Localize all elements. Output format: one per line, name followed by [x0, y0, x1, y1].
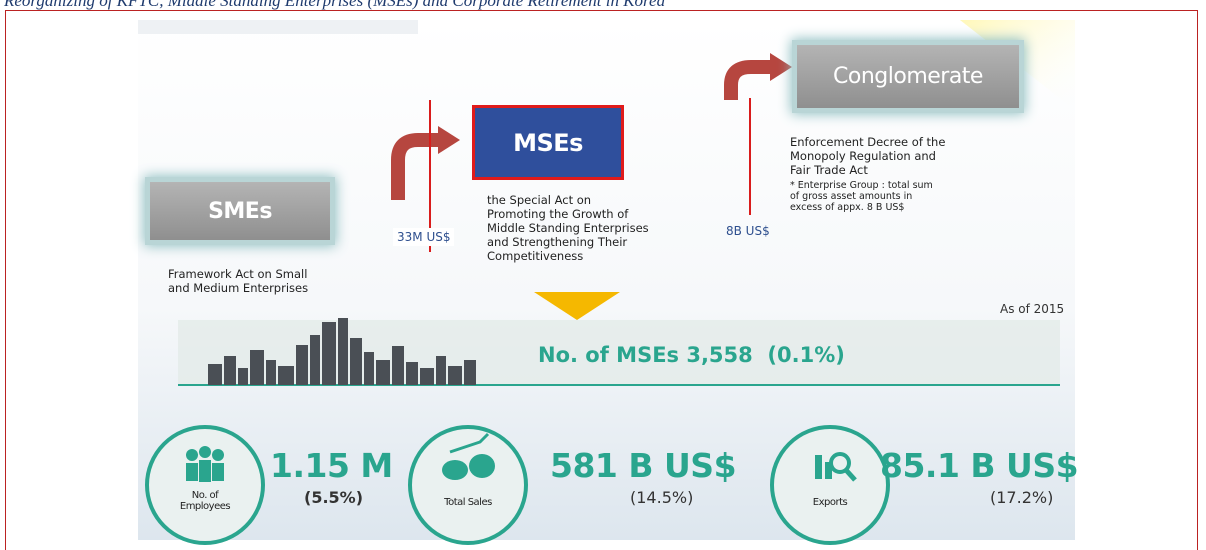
- stat-value: 1.15 M: [270, 446, 393, 485]
- stat-share: (17.2%): [990, 488, 1053, 507]
- top-band: [138, 20, 418, 34]
- smes-law: Framework Act on Small and Medium Enterp…: [168, 267, 308, 295]
- page: MSEs infographic html, body { margin: 0;…: [0, 0, 1206, 545]
- law-line: and Strengthening Their: [487, 235, 649, 249]
- stat-value: 581 B US$: [550, 446, 736, 485]
- law-line: Framework Act on Small: [168, 267, 308, 281]
- stat-value: 85.1 B US$: [880, 446, 1078, 485]
- conglomerate-note: * Enterprise Group : total sum of gross …: [790, 180, 933, 213]
- law-line: Monopoly Regulation and: [790, 149, 945, 163]
- law-line: the Special Act on: [487, 193, 649, 207]
- note-line: * Enterprise Group : total sum: [790, 180, 933, 191]
- icon-label-line: Exports: [795, 497, 865, 508]
- law-line: Promoting the Growth of: [487, 207, 649, 221]
- icon-label: Total Sales: [433, 497, 503, 508]
- law-line: Middle Standing Enterprises: [487, 221, 649, 235]
- mse-count: No. of MSEs 3,558 (0.1%): [538, 343, 845, 367]
- stat-share: (14.5%): [630, 488, 693, 507]
- icon-label-line: Total Sales: [433, 497, 503, 508]
- icon-label: Exports: [795, 497, 865, 508]
- as-of: As of 2015: [1000, 302, 1064, 316]
- note-line: of gross asset amounts in: [790, 191, 933, 202]
- icon-label-line: Employees: [170, 501, 240, 512]
- mses-law: the Special Act on Promoting the Growth …: [487, 193, 649, 263]
- stat-share: (5.5%): [304, 488, 363, 507]
- note-line: excess of appx. 8 B US$: [790, 202, 933, 213]
- icon-label: No. of Employees: [170, 490, 240, 512]
- icon-label-line: No. of: [170, 490, 240, 501]
- law-line: Enforcement Decree of the: [790, 135, 945, 149]
- conglomerate-box: Conglomerate: [797, 45, 1019, 108]
- threshold: 33M US$: [393, 228, 454, 246]
- law-line: Fair Trade Act: [790, 163, 945, 177]
- mses-box: MSEs: [472, 105, 624, 180]
- law-line: Competitiveness: [487, 249, 649, 263]
- smes-box: SMEs: [150, 182, 330, 240]
- page-body: {"caption": "Reorganizing of KFTC, Middl…: [0, 0, 1206, 545]
- conglomerate-law: Enforcement Decree of the Monopoly Regul…: [790, 135, 945, 177]
- law-line: and Medium Enterprises: [168, 281, 308, 295]
- threshold: 8B US$: [722, 222, 774, 240]
